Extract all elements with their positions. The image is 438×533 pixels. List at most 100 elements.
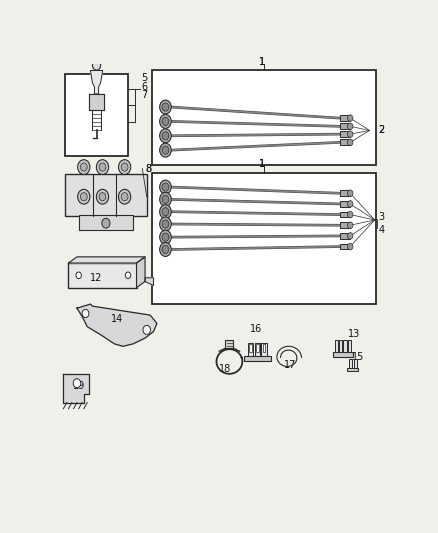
- Bar: [338, 340, 342, 352]
- Text: 8: 8: [145, 164, 151, 174]
- Circle shape: [76, 272, 81, 279]
- Circle shape: [347, 200, 352, 207]
- Text: 7: 7: [141, 90, 147, 100]
- Circle shape: [347, 211, 352, 218]
- Polygon shape: [90, 70, 102, 94]
- Text: 17: 17: [283, 360, 296, 370]
- Circle shape: [162, 220, 169, 228]
- Circle shape: [78, 189, 90, 204]
- Text: 1: 1: [259, 159, 265, 169]
- Circle shape: [80, 192, 87, 201]
- Circle shape: [121, 192, 128, 201]
- Circle shape: [162, 245, 169, 254]
- Bar: [339, 222, 350, 228]
- Circle shape: [159, 100, 171, 114]
- Text: 1: 1: [259, 159, 265, 169]
- Circle shape: [159, 143, 171, 157]
- Bar: [247, 343, 253, 356]
- Text: 4: 4: [377, 225, 383, 235]
- Circle shape: [347, 123, 352, 130]
- Bar: [339, 131, 350, 137]
- Circle shape: [162, 207, 169, 216]
- Polygon shape: [136, 257, 145, 288]
- Bar: [346, 368, 357, 372]
- Circle shape: [162, 103, 169, 111]
- Text: 19: 19: [73, 381, 85, 391]
- Bar: [339, 115, 350, 121]
- Circle shape: [121, 163, 128, 171]
- Bar: [339, 233, 350, 239]
- Bar: [348, 359, 351, 368]
- Circle shape: [347, 190, 352, 197]
- Bar: [339, 244, 350, 249]
- Text: 2: 2: [377, 125, 383, 135]
- Bar: [339, 124, 350, 129]
- Circle shape: [82, 309, 88, 318]
- Polygon shape: [145, 278, 153, 286]
- Circle shape: [347, 232, 352, 239]
- Bar: [152, 70, 375, 165]
- Circle shape: [96, 189, 108, 204]
- Polygon shape: [89, 94, 104, 109]
- Text: 5: 5: [141, 73, 147, 83]
- Text: 3: 3: [377, 212, 383, 222]
- Circle shape: [99, 163, 106, 171]
- Circle shape: [159, 205, 171, 219]
- Bar: [334, 340, 337, 352]
- Circle shape: [118, 160, 131, 174]
- Polygon shape: [68, 257, 145, 263]
- Text: 6: 6: [141, 82, 147, 92]
- Text: 15: 15: [351, 352, 364, 362]
- Circle shape: [159, 129, 171, 143]
- Circle shape: [347, 115, 352, 122]
- Text: 1: 1: [259, 57, 265, 67]
- Circle shape: [162, 146, 169, 154]
- Circle shape: [347, 243, 352, 250]
- Circle shape: [73, 379, 81, 388]
- Circle shape: [125, 272, 131, 279]
- Text: 1: 1: [259, 57, 265, 67]
- Bar: [78, 215, 133, 230]
- Bar: [68, 263, 136, 288]
- Circle shape: [78, 160, 90, 174]
- Circle shape: [118, 189, 131, 204]
- Text: 14: 14: [111, 314, 123, 324]
- Circle shape: [159, 192, 171, 206]
- Circle shape: [92, 60, 100, 70]
- Circle shape: [159, 243, 171, 256]
- Bar: [65, 174, 146, 216]
- Circle shape: [159, 217, 171, 231]
- Bar: [249, 344, 251, 352]
- Bar: [339, 201, 350, 207]
- Circle shape: [162, 183, 169, 191]
- Text: 12: 12: [89, 273, 102, 283]
- Bar: [262, 344, 265, 352]
- Bar: [152, 173, 375, 304]
- Circle shape: [96, 160, 108, 174]
- Circle shape: [99, 192, 106, 201]
- Circle shape: [159, 230, 171, 244]
- Circle shape: [347, 131, 352, 138]
- Bar: [225, 340, 233, 349]
- Bar: [65, 74, 128, 156]
- Bar: [254, 343, 259, 356]
- Bar: [339, 212, 350, 217]
- Circle shape: [162, 195, 169, 204]
- Circle shape: [347, 139, 352, 146]
- Bar: [339, 190, 350, 196]
- Bar: [353, 359, 356, 368]
- Text: 8: 8: [145, 164, 151, 174]
- Bar: [255, 344, 258, 352]
- Circle shape: [159, 115, 171, 128]
- Text: 16: 16: [249, 324, 261, 334]
- Text: 13: 13: [347, 329, 360, 339]
- Bar: [332, 352, 353, 357]
- Text: 2: 2: [377, 125, 383, 135]
- Circle shape: [347, 222, 352, 229]
- Bar: [347, 340, 350, 352]
- Circle shape: [159, 180, 171, 194]
- Circle shape: [102, 219, 110, 228]
- Circle shape: [162, 117, 169, 126]
- Text: 18: 18: [219, 364, 230, 374]
- Polygon shape: [77, 304, 157, 346]
